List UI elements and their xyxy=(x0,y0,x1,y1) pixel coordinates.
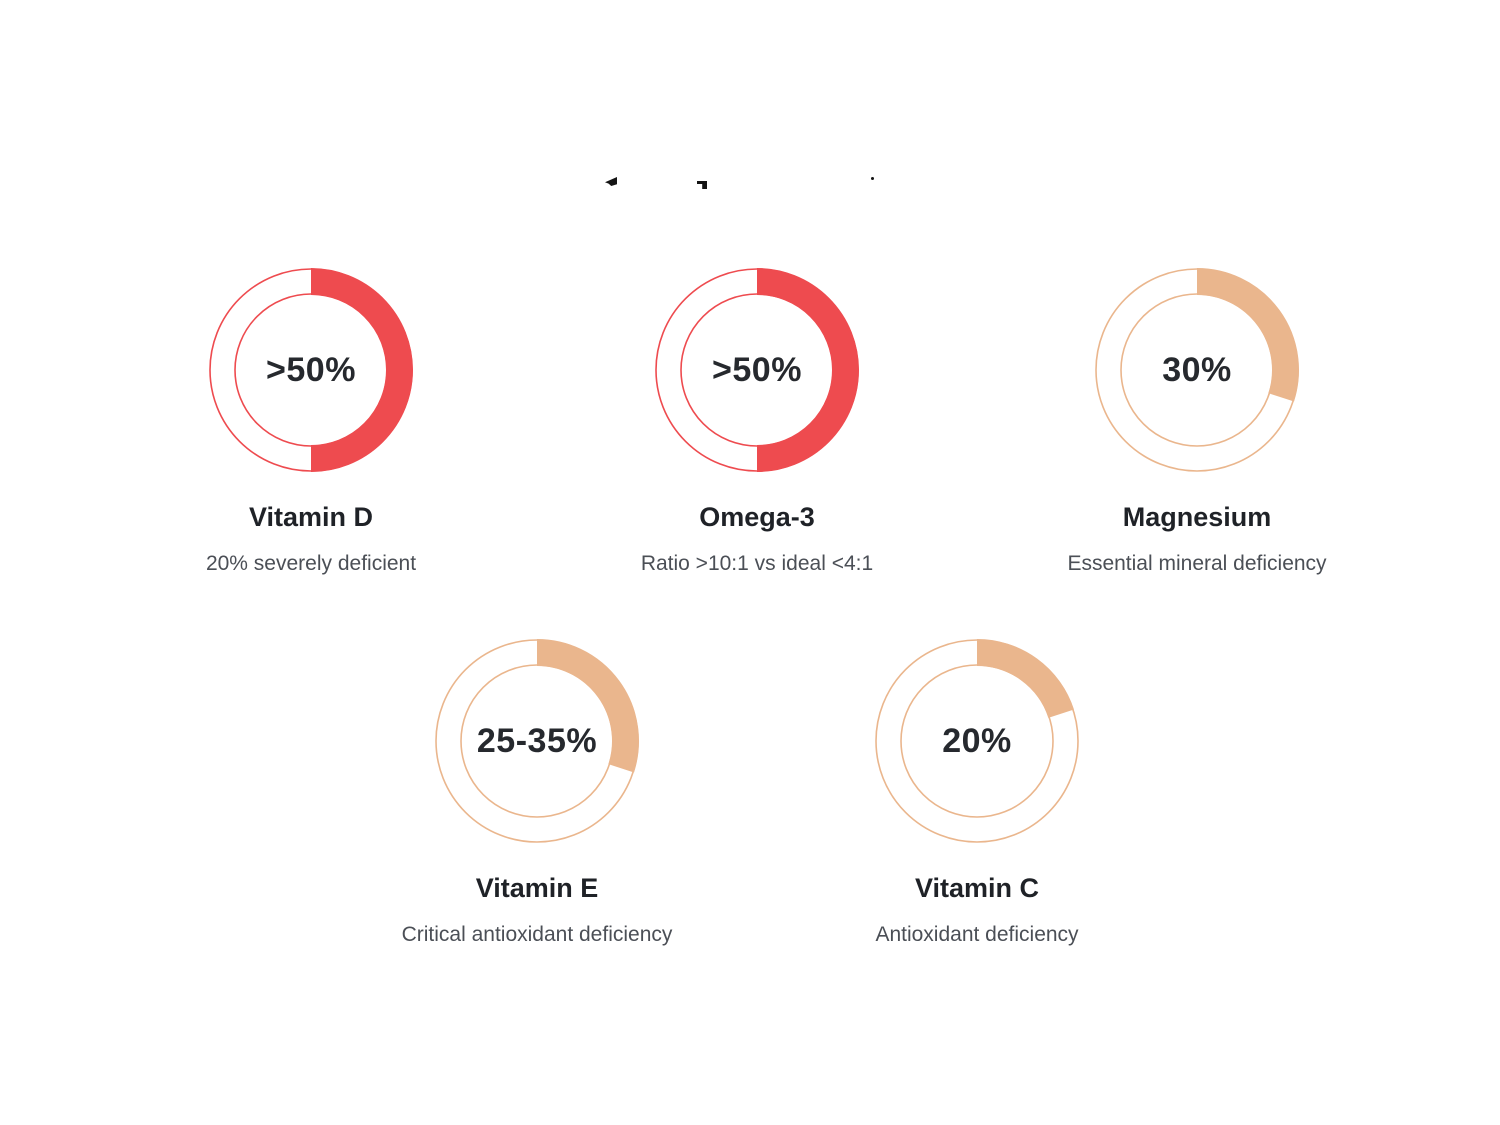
donut-card-vitamin-e: 25-35% Vitamin E Critical antioxidant de… xyxy=(367,631,707,947)
donut-value-label: 25-35% xyxy=(476,721,598,760)
donut-card-vitamin-d: >50% Vitamin D 20% severely deficient xyxy=(141,260,481,576)
omega-3-donut-chart: >50% xyxy=(647,260,867,480)
donut-ring xyxy=(1095,268,1299,472)
magnesium-donut-chart: 30% xyxy=(1087,260,1307,480)
donut-value-arc xyxy=(536,639,639,773)
donut-value-label: >50% xyxy=(712,350,802,389)
donut-value-arc xyxy=(756,268,859,472)
donut-track-inner xyxy=(900,664,1054,818)
donut-value-arc xyxy=(310,268,413,472)
donut-card-magnesium: 30% Magnesium Essential mineral deficien… xyxy=(1027,260,1367,576)
vitamin-d-donut-chart: >50% xyxy=(201,260,421,480)
donut-value-arc xyxy=(976,639,1075,719)
donut-title: Vitamin C xyxy=(914,873,1040,903)
donut-ring xyxy=(435,639,639,843)
clipped-heading-artifact-3 xyxy=(871,177,874,180)
donut-description: Critical antioxidant deficiency xyxy=(401,923,673,946)
vitamin-c-donut-chart: 20% xyxy=(867,631,1087,851)
donut-ring xyxy=(209,268,413,472)
clipped-heading-artifact-2 xyxy=(697,181,707,189)
donut-title: Vitamin D xyxy=(248,502,374,532)
donut-card-vitamin-c: 20% Vitamin C Antioxidant deficiency xyxy=(807,631,1147,947)
donut-title: Vitamin E xyxy=(475,873,599,903)
donut-ring xyxy=(875,639,1079,843)
vitamin-e-donut-chart: 25-35% xyxy=(427,631,647,851)
donut-description: Antioxidant deficiency xyxy=(875,923,1079,946)
donut-title: Omega-3 xyxy=(699,502,815,532)
clipped-heading-artifact-1 xyxy=(605,177,617,186)
donut-card-omega-3: >50% Omega-3 Ratio >10:1 vs ideal <4:1 xyxy=(587,260,927,576)
donut-value-label: >50% xyxy=(266,350,356,389)
donut-value-label: 20% xyxy=(942,721,1012,760)
donut-value-arc xyxy=(1196,268,1299,402)
donut-description: Ratio >10:1 vs ideal <4:1 xyxy=(640,552,874,575)
donut-ring xyxy=(655,268,859,472)
donut-description: Essential mineral deficiency xyxy=(1067,552,1327,575)
donut-title: Magnesium xyxy=(1122,502,1272,532)
donut-description: 20% severely deficient xyxy=(205,552,417,575)
donut-value-label: 30% xyxy=(1162,350,1232,389)
